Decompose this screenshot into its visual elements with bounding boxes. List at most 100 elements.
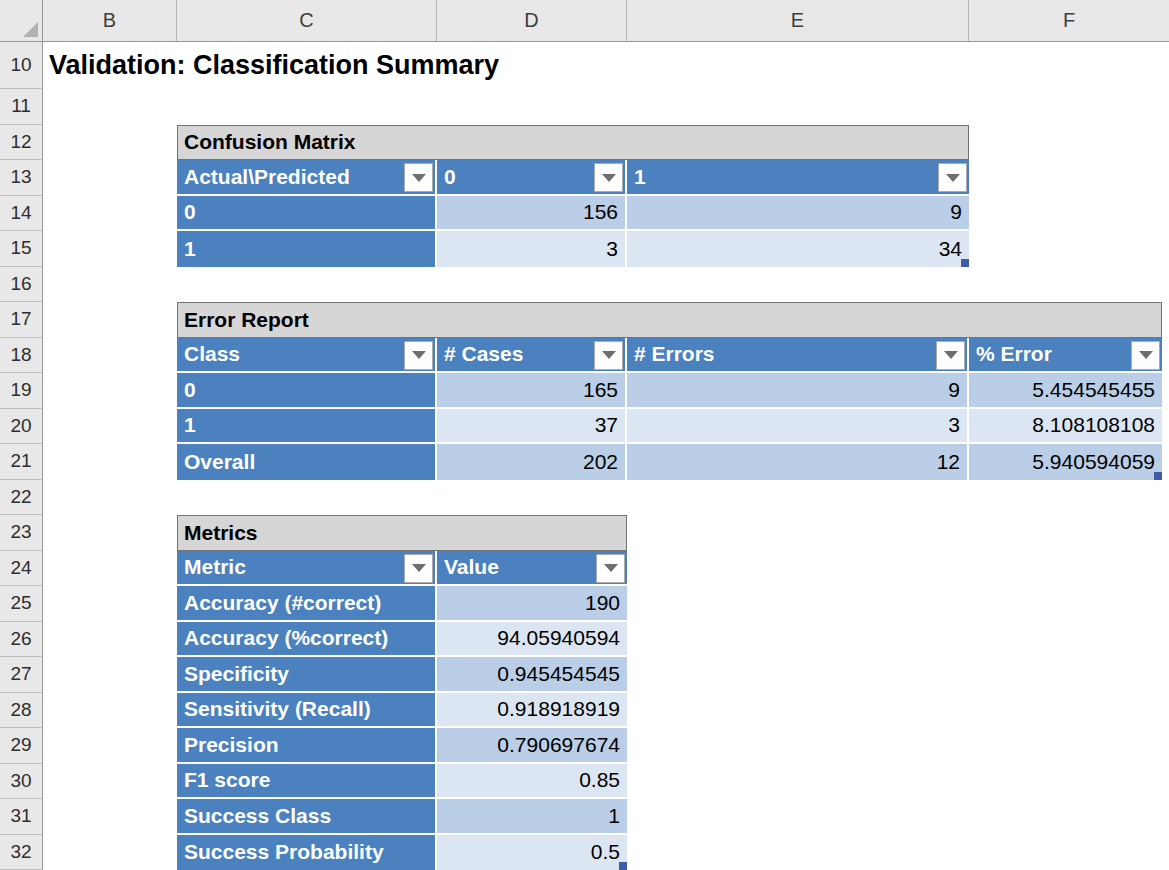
mt-cell[interactable]: 0.790697674 xyxy=(437,728,627,762)
er-cell[interactable]: 12 xyxy=(627,444,969,480)
mt-col-header-metric[interactable]: Metric xyxy=(177,551,437,585)
column-header-f[interactable]: F xyxy=(969,0,1169,41)
caret-down-icon xyxy=(412,564,426,572)
filter-dropdown-button[interactable] xyxy=(938,163,967,192)
er-cell[interactable]: 5.940594059 xyxy=(969,444,1162,480)
caret-down-icon xyxy=(412,174,426,182)
er-row-label[interactable]: 1 xyxy=(177,409,437,443)
metrics-banner[interactable]: Metrics xyxy=(177,515,627,551)
column-header-b[interactable]: B xyxy=(43,0,177,41)
table-row: Precision 0.790697674 xyxy=(177,728,627,764)
error-report-header-row: Class # Cases # Errors % Error xyxy=(177,338,1162,374)
row-header-30[interactable]: 30 xyxy=(0,764,43,800)
mt-cell[interactable]: 94.05940594 xyxy=(437,622,627,656)
filter-dropdown-button[interactable] xyxy=(596,554,625,583)
row-header-10[interactable]: 10 xyxy=(0,42,43,89)
filter-dropdown-button[interactable] xyxy=(404,163,433,192)
row-header-12[interactable]: 12 xyxy=(0,125,43,161)
row-header-11[interactable]: 11 xyxy=(0,89,43,125)
column-header-c[interactable]: C xyxy=(177,0,437,41)
row-header-24[interactable]: 24 xyxy=(0,551,43,587)
row-header-27[interactable]: 27 xyxy=(0,657,43,693)
row-header-23[interactable]: 23 xyxy=(0,515,43,551)
filter-dropdown-button[interactable] xyxy=(1131,341,1160,370)
cm-row-label[interactable]: 1 xyxy=(177,231,437,267)
mt-row-label[interactable]: Sensitivity (Recall) xyxy=(177,693,437,727)
er-cell[interactable]: 9 xyxy=(627,373,969,407)
er-col-header-class[interactable]: Class xyxy=(177,338,437,372)
mt-cell[interactable]: 0.945454545 xyxy=(437,657,627,691)
row-header-28[interactable]: 28 xyxy=(0,693,43,729)
row-header-25[interactable]: 25 xyxy=(0,586,43,622)
row-header-16[interactable]: 16 xyxy=(0,267,43,303)
er-cell[interactable]: 37 xyxy=(437,409,627,443)
metrics-table: Metrics Metric Value Accuracy (#correct)… xyxy=(177,515,627,870)
cm-col-header-0[interactable]: 0 xyxy=(437,160,627,194)
mt-cell[interactable]: 0.5 xyxy=(437,835,627,870)
mt-row-label[interactable]: Success Probability xyxy=(177,835,437,870)
table-row: 1 37 3 8.108108108 xyxy=(177,409,1162,445)
caret-down-icon xyxy=(944,351,958,359)
filter-dropdown-button[interactable] xyxy=(404,554,433,583)
er-cell[interactable]: 165 xyxy=(437,373,627,407)
er-row-label[interactable]: Overall xyxy=(177,444,437,480)
mt-cell[interactable]: 190 xyxy=(437,586,627,620)
row-header-17[interactable]: 17 xyxy=(0,302,43,338)
column-header-strip: B C D E F xyxy=(0,0,1169,42)
row-header-22[interactable]: 22 xyxy=(0,480,43,516)
cm-col-header-actual-predicted[interactable]: Actual\Predicted xyxy=(177,160,437,194)
mt-row-label[interactable]: Success Class xyxy=(177,799,437,833)
cm-col-header-1[interactable]: 1 xyxy=(627,160,969,194)
table-resize-handle[interactable] xyxy=(961,259,969,267)
cm-cell[interactable]: 3 xyxy=(437,231,627,267)
row-header-13[interactable]: 13 xyxy=(0,160,43,196)
table-resize-handle[interactable] xyxy=(1154,472,1162,480)
mt-row-label[interactable]: F1 score xyxy=(177,764,437,798)
er-cell[interactable]: 3 xyxy=(627,409,969,443)
mt-cell[interactable]: 0.85 xyxy=(437,764,627,798)
table-row: Sensitivity (Recall) 0.918918919 xyxy=(177,693,627,729)
error-report-banner[interactable]: Error Report xyxy=(177,302,1162,338)
cm-row-label[interactable]: 0 xyxy=(177,196,437,230)
mt-row-label[interactable]: Accuracy (%correct) xyxy=(177,622,437,656)
filter-dropdown-button[interactable] xyxy=(594,341,623,370)
select-all-corner[interactable] xyxy=(0,0,43,41)
row-header-20[interactable]: 20 xyxy=(0,409,43,445)
er-cell[interactable]: 5.454545455 xyxy=(969,373,1162,407)
cm-cell[interactable]: 34 xyxy=(627,231,969,267)
er-col-header-cases[interactable]: # Cases xyxy=(437,338,627,372)
row-header-19[interactable]: 19 xyxy=(0,373,43,409)
row-header-32[interactable]: 32 xyxy=(0,835,43,870)
er-col-header-label: # Cases xyxy=(444,342,523,366)
cm-cell[interactable]: 156 xyxy=(437,196,627,230)
table-resize-handle[interactable] xyxy=(619,862,627,870)
mt-cell[interactable]: 1 xyxy=(437,799,627,833)
row-header-18[interactable]: 18 xyxy=(0,338,43,374)
row-header-26[interactable]: 26 xyxy=(0,622,43,658)
row-header-21[interactable]: 21 xyxy=(0,444,43,480)
mt-col-header-value[interactable]: Value xyxy=(437,551,627,585)
mt-row-label[interactable]: Precision xyxy=(177,728,437,762)
column-header-d[interactable]: D xyxy=(437,0,627,41)
column-header-e[interactable]: E xyxy=(627,0,969,41)
confusion-matrix-banner[interactable]: Confusion Matrix xyxy=(177,125,969,161)
row-header-14[interactable]: 14 xyxy=(0,196,43,232)
row-header-29[interactable]: 29 xyxy=(0,728,43,764)
er-cell[interactable]: 8.108108108 xyxy=(969,409,1162,443)
row-header-31[interactable]: 31 xyxy=(0,799,43,835)
mt-row-label[interactable]: Specificity xyxy=(177,657,437,691)
mt-cell[interactable]: 0.918918919 xyxy=(437,693,627,727)
er-col-header-pct-error[interactable]: % Error xyxy=(969,338,1162,372)
row-header-strip: 10 11 12 13 14 15 16 17 18 19 20 21 22 2… xyxy=(0,42,43,870)
er-col-header-errors[interactable]: # Errors xyxy=(627,338,969,372)
mt-row-label[interactable]: Accuracy (#correct) xyxy=(177,586,437,620)
er-row-label[interactable]: 0 xyxy=(177,373,437,407)
filter-dropdown-button[interactable] xyxy=(404,341,433,370)
filter-dropdown-button[interactable] xyxy=(936,341,965,370)
page-title[interactable]: Validation: Classification Summary xyxy=(49,42,499,89)
table-row: Success Probability 0.5 xyxy=(177,835,627,870)
row-header-15[interactable]: 15 xyxy=(0,231,43,267)
er-cell[interactable]: 202 xyxy=(437,444,627,480)
cm-cell[interactable]: 9 xyxy=(627,196,969,230)
filter-dropdown-button[interactable] xyxy=(594,163,623,192)
